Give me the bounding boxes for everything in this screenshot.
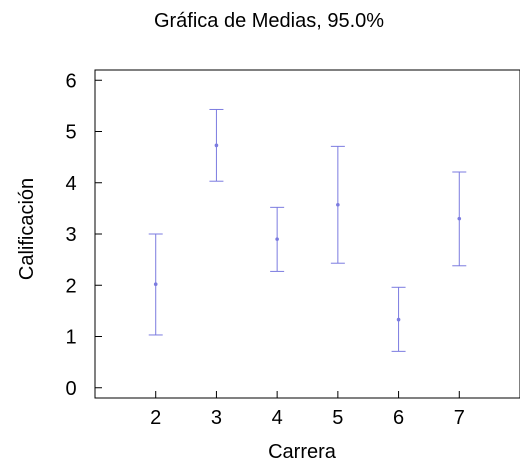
- mean-point: [336, 202, 340, 207]
- y-axis-label: Calificación: [16, 178, 38, 280]
- x-tick-label: 4: [272, 407, 283, 429]
- x-axis: 2 3 4 5 6 7: [150, 391, 465, 429]
- y-tick-label: 2: [65, 275, 76, 297]
- error-bar: [148, 233, 163, 336]
- y-axis: 0 1 2 3 4 5 6: [65, 70, 102, 400]
- y-tick-label: 3: [65, 224, 76, 246]
- x-tick-label: 2: [150, 407, 161, 429]
- error-bar: [209, 108, 224, 182]
- y-tick-label: 6: [65, 70, 76, 92]
- error-bar: [391, 286, 406, 352]
- error-bars: [148, 108, 467, 352]
- mean-point: [153, 282, 158, 287]
- x-tick-label: 3: [211, 407, 222, 429]
- error-bar: [270, 206, 285, 272]
- x-tick-label: 7: [454, 407, 465, 429]
- error-bar: [452, 171, 467, 267]
- y-tick-label: 1: [65, 327, 76, 349]
- mean-point: [214, 143, 219, 148]
- mean-point: [457, 216, 462, 221]
- y-tick-label: 0: [65, 378, 76, 400]
- chart-title: Gráfica de Medias, 95.0%: [154, 10, 384, 32]
- x-tick-label: 5: [332, 407, 343, 429]
- mean-point: [275, 237, 279, 241]
- y-tick-label: 4: [65, 173, 76, 195]
- x-axis-label: Carrera: [268, 441, 337, 461]
- x-tick-label: 6: [393, 407, 404, 429]
- error-bar: [330, 145, 345, 264]
- plot-area: [94, 69, 520, 399]
- y-tick-label: 5: [65, 122, 76, 144]
- mean-point: [396, 317, 401, 322]
